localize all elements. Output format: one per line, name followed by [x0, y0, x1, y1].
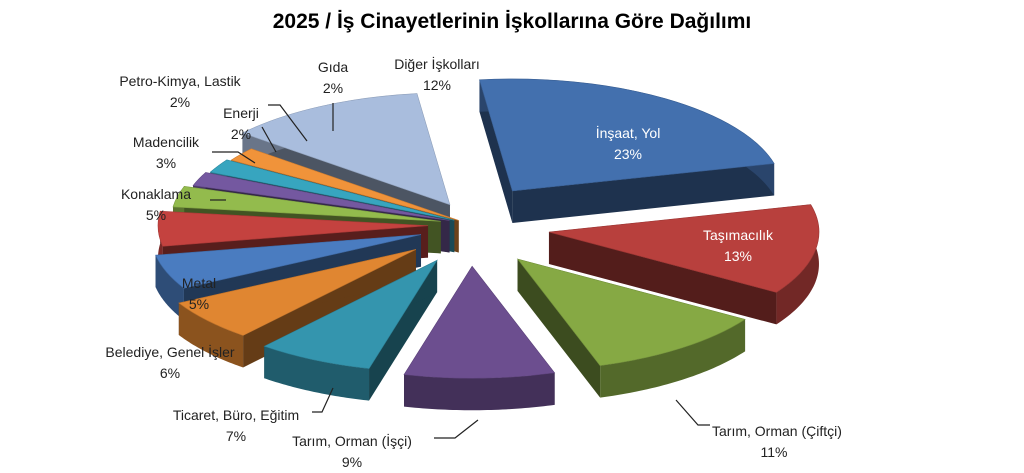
slice-label-12: Diğer İşkolları [394, 55, 480, 72]
slice-label-6: Metal [182, 275, 216, 291]
slice-value-8: 3% [156, 155, 176, 171]
slice-label-8: Madencilik [133, 134, 200, 150]
slice-value-7: 5% [146, 207, 166, 223]
slice-value-5: 6% [160, 365, 180, 381]
slice-value-9: 2% [231, 126, 251, 142]
slice-value-1: 13% [724, 248, 752, 264]
leader-line-10 [268, 104, 308, 142]
slice-value-3: 9% [342, 454, 362, 470]
slice-label-11: Gıda [318, 59, 349, 75]
slice-value-0: 23% [614, 146, 642, 162]
slice-value-10: 2% [170, 94, 190, 110]
leader-line-2 [675, 399, 710, 426]
slice-value-4: 7% [226, 428, 246, 444]
slice-label-3: Tarım, Orman (İşçi) [292, 432, 412, 449]
leader-line-3 [434, 419, 479, 439]
slice-value-2: 11% [761, 444, 788, 460]
chart-title: 2025 / İş Cinayetlerinin İşkollarına Gör… [272, 10, 752, 33]
slice-value-11: 2% [323, 80, 343, 96]
pie-slice-2 [516, 258, 746, 398]
leader-line-4 [312, 387, 334, 413]
slice-label-10: Petro-Kimya, Lastik [119, 73, 241, 89]
slice-label-9: Enerji [223, 105, 259, 121]
slice-label-4: Ticaret, Büro, Eğitim [173, 407, 299, 423]
leader-line-8 [212, 151, 256, 164]
leader-line-9 [261, 126, 277, 153]
slice-value-12: 12% [423, 77, 451, 93]
pie-slice-1 [548, 204, 820, 325]
pie-slice-3 [403, 265, 556, 411]
slice-value-6: 5% [189, 296, 209, 312]
slice-label-1: Taşımacılık [703, 227, 774, 243]
pie-slice-0 [479, 78, 775, 223]
slice-label-2: Tarım, Orman (Çiftçi) [712, 423, 842, 439]
slice-label-5: Belediye, Genel İşler [105, 343, 235, 360]
pie-slice-4 [263, 259, 438, 401]
slice-label-0: İnşaat, Yol [596, 124, 661, 141]
slice-label-7: Konaklama [121, 186, 191, 202]
